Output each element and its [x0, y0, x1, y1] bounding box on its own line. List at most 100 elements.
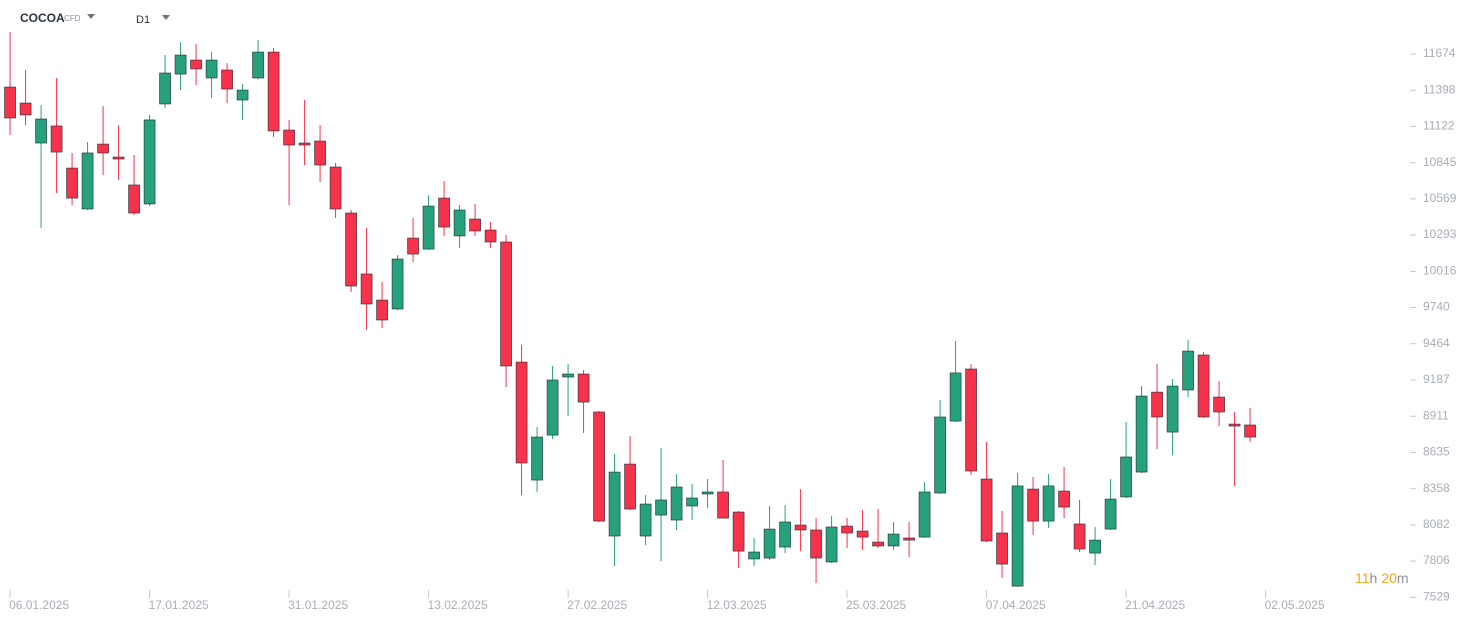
candle-body	[128, 184, 140, 214]
candle-body	[1089, 539, 1101, 554]
candle-body	[980, 478, 993, 542]
candle-body	[391, 258, 404, 310]
candle-body	[717, 491, 729, 519]
candle-body	[686, 497, 698, 507]
candle-body	[1213, 396, 1225, 413]
candle-body	[438, 197, 450, 228]
y-tick-label: 9464	[1423, 336, 1450, 350]
candle-body	[670, 486, 683, 521]
timeframe-dropdown[interactable]	[162, 15, 170, 20]
candle-body	[453, 209, 466, 237]
toolbar: COCOA CFD D1	[20, 11, 170, 26]
y-tick-label: 8358	[1423, 481, 1450, 495]
candle-body	[546, 379, 559, 436]
x-tick-label: 02.05.2025	[1265, 598, 1325, 612]
x-tick-label: 21.04.2025	[1125, 598, 1185, 612]
candle-body	[515, 361, 528, 464]
candle-body	[996, 532, 1008, 565]
x-tick-label: 07.04.2025	[986, 598, 1046, 612]
candle-body	[360, 273, 373, 305]
x-tick-label: 06.01.2025	[9, 598, 69, 612]
candle-body	[50, 125, 63, 153]
candle-body	[810, 529, 822, 559]
y-tick-label: 8082	[1423, 517, 1450, 531]
instrument-type: CFD	[64, 14, 81, 23]
candle-body	[965, 368, 977, 472]
candle-body	[314, 140, 326, 166]
x-tick-label: 13.02.2025	[428, 598, 488, 612]
candle-body	[1058, 490, 1070, 508]
candle-body	[81, 152, 94, 210]
candle-body	[608, 471, 621, 537]
candle-body	[500, 241, 512, 367]
candle-body	[577, 373, 590, 403]
candle-body	[283, 129, 295, 146]
y-tick-label: 11674	[1423, 46, 1456, 60]
symbol-dropdown[interactable]	[87, 14, 95, 19]
y-tick-label: 11122	[1423, 119, 1455, 133]
candle-body	[531, 436, 543, 481]
candle-body	[407, 237, 419, 255]
candle-body	[190, 59, 202, 70]
candle-body	[1151, 391, 1163, 418]
candle-body	[4, 86, 16, 119]
candle-body	[1228, 423, 1241, 427]
candle-body	[267, 51, 280, 132]
candle-body	[763, 528, 776, 559]
candle-body	[825, 526, 838, 563]
countdown: 11h 20m	[1355, 570, 1409, 586]
timeframe[interactable]: D1	[136, 14, 150, 26]
candle-body	[794, 524, 807, 531]
x-tick-label: 31.01.2025	[288, 598, 348, 612]
countdown-hours: 11	[1355, 570, 1370, 586]
candle-body	[1166, 385, 1179, 433]
countdown-minutes: 20	[1381, 570, 1397, 586]
candle-body	[376, 299, 388, 321]
candle-body	[918, 491, 931, 538]
candle-body	[1073, 523, 1086, 550]
candle-body	[1042, 485, 1055, 522]
candle-body	[872, 541, 884, 547]
candle-body	[903, 537, 915, 541]
candle-body	[1135, 395, 1148, 473]
symbol[interactable]: COCOA	[20, 11, 65, 25]
candle-body	[1011, 485, 1024, 587]
candle-body	[174, 54, 187, 75]
x-tick-label: 25.03.2025	[846, 598, 906, 612]
candle-body	[779, 521, 791, 548]
candle-body	[205, 59, 218, 79]
candle-body	[1027, 488, 1039, 522]
candle-body	[655, 499, 667, 516]
y-tick-label: 9187	[1423, 372, 1450, 386]
candle-body	[624, 463, 636, 510]
candle-body	[252, 51, 264, 79]
candle-body	[66, 167, 78, 199]
y-tick-label: 8635	[1423, 445, 1450, 459]
y-tick-label: 7806	[1423, 553, 1450, 567]
candle-body	[949, 372, 962, 422]
candle-body	[1244, 424, 1256, 438]
candle-body	[298, 142, 311, 146]
candle-body	[329, 166, 342, 210]
candle-body	[841, 525, 853, 534]
candle-body	[856, 530, 869, 538]
candle-body	[422, 205, 435, 250]
countdown-minutes-unit: m	[1397, 570, 1409, 586]
candle-body	[221, 69, 233, 90]
candle-body	[748, 551, 760, 560]
candle-body	[35, 118, 47, 144]
candle-body	[236, 89, 249, 101]
candle-body	[1182, 350, 1194, 391]
candle-body	[1104, 498, 1117, 530]
x-tick-label: 12.03.2025	[707, 598, 767, 612]
candle-body	[143, 119, 156, 205]
x-tick-label: 17.01.2025	[149, 598, 209, 612]
candle-body	[1120, 456, 1132, 498]
x-tick-label: 27.02.2025	[567, 598, 627, 612]
candle-body	[887, 533, 900, 547]
y-tick-label: 10845	[1423, 155, 1457, 169]
y-tick-label: 8911	[1423, 408, 1449, 422]
candle-body	[1197, 354, 1210, 418]
candle-body	[97, 143, 109, 154]
